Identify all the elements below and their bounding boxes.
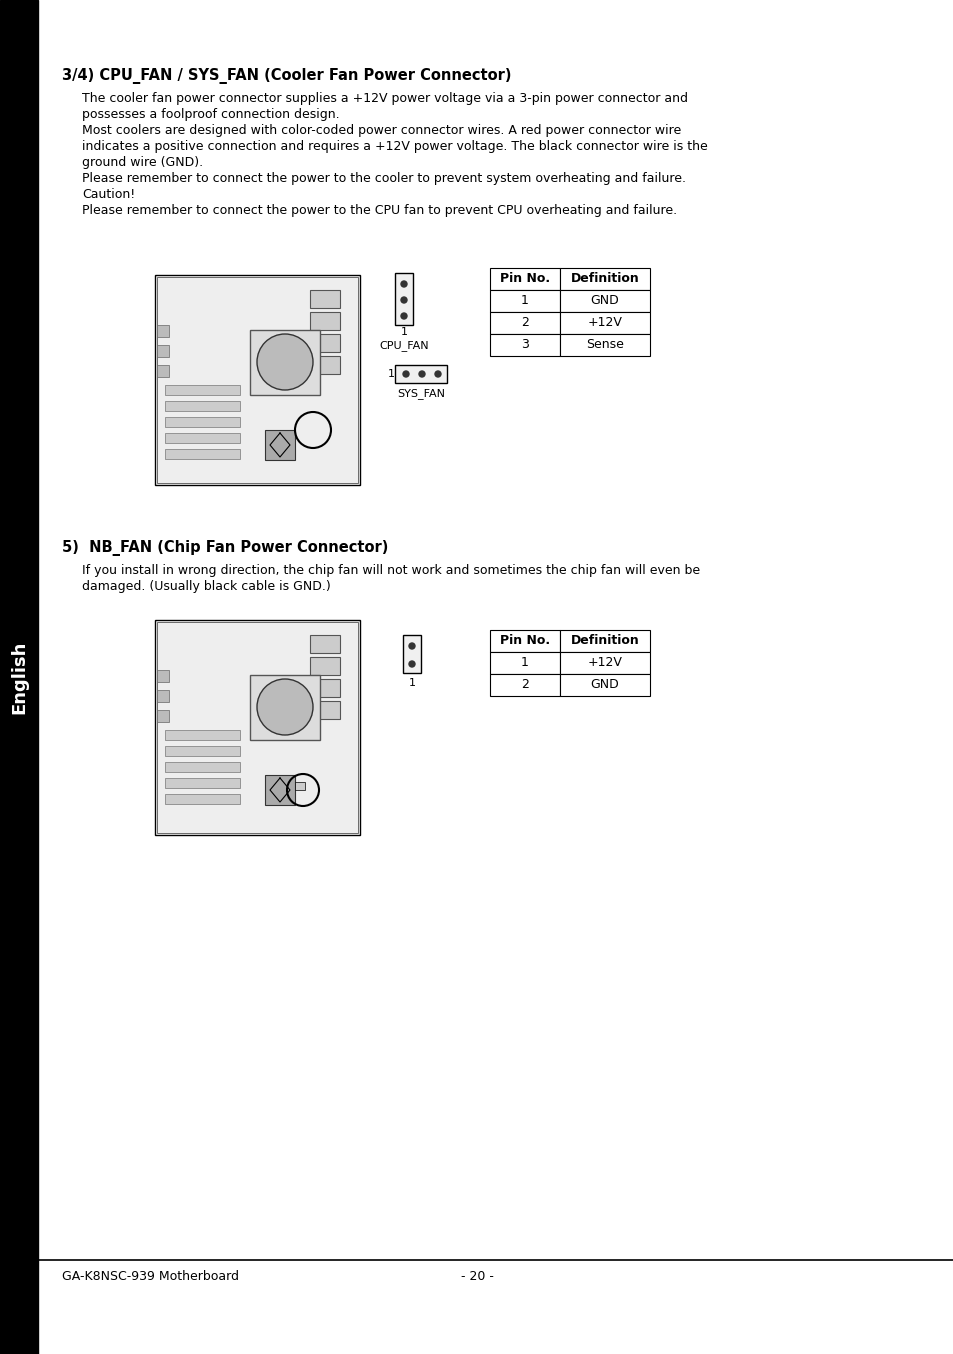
Bar	[490, 268, 559, 290]
Circle shape	[400, 313, 407, 320]
Bar	[165, 793, 240, 804]
Bar	[265, 431, 294, 460]
Bar	[165, 401, 240, 412]
Text: damaged. (Usually black cable is GND.): damaged. (Usually black cable is GND.)	[82, 580, 331, 593]
Text: Pin No.: Pin No.	[499, 635, 550, 647]
Bar	[490, 674, 559, 696]
Text: Definition: Definition	[570, 635, 639, 647]
Text: Caution!: Caution!	[82, 188, 135, 200]
Bar	[157, 691, 169, 701]
Bar	[310, 635, 339, 653]
Circle shape	[409, 643, 415, 649]
Bar	[559, 630, 649, 653]
Bar	[165, 417, 240, 427]
Text: Definition: Definition	[570, 272, 639, 286]
Text: Pin No.: Pin No.	[499, 272, 550, 286]
Bar	[559, 268, 649, 290]
Text: possesses a foolproof connection design.: possesses a foolproof connection design.	[82, 108, 339, 121]
Bar	[559, 290, 649, 311]
Bar	[559, 674, 649, 696]
Text: 1: 1	[520, 657, 528, 669]
Text: 3/4) CPU_FAN / SYS_FAN (Cooler Fan Power Connector): 3/4) CPU_FAN / SYS_FAN (Cooler Fan Power…	[62, 68, 511, 84]
Text: If you install in wrong direction, the chip fan will not work and sometimes the : If you install in wrong direction, the c…	[82, 565, 700, 577]
Circle shape	[400, 282, 407, 287]
Circle shape	[400, 297, 407, 303]
Text: The cooler fan power connector supplies a +12V power voltage via a 3-pin power c: The cooler fan power connector supplies …	[82, 92, 687, 106]
Text: 3: 3	[520, 338, 528, 352]
Text: English: English	[10, 640, 28, 714]
Text: +12V: +12V	[587, 657, 621, 669]
Bar	[165, 385, 240, 395]
Text: 1: 1	[388, 370, 395, 379]
Bar	[294, 783, 305, 789]
Bar	[165, 450, 240, 459]
Bar	[490, 630, 559, 653]
Text: GA-K8NSC-939 Motherboard: GA-K8NSC-939 Motherboard	[62, 1270, 239, 1284]
Text: - 20 -: - 20 -	[460, 1270, 493, 1284]
Text: ground wire (GND).: ground wire (GND).	[82, 156, 203, 169]
Text: 1: 1	[400, 328, 407, 337]
Bar	[154, 275, 359, 485]
Text: +12V: +12V	[587, 317, 621, 329]
Bar	[310, 334, 339, 352]
Bar	[157, 325, 169, 337]
Text: 1: 1	[408, 678, 416, 688]
Bar	[310, 701, 339, 719]
Bar	[157, 709, 169, 722]
Bar	[310, 356, 339, 374]
Text: Sense: Sense	[585, 338, 623, 352]
Bar	[559, 653, 649, 674]
Bar	[490, 334, 559, 356]
Bar	[0, 0, 38, 1354]
Bar	[165, 746, 240, 756]
Bar	[165, 762, 240, 772]
Circle shape	[409, 661, 415, 668]
Text: 5)  NB_FAN (Chip Fan Power Connector): 5) NB_FAN (Chip Fan Power Connector)	[62, 540, 388, 556]
Bar	[165, 779, 240, 788]
Bar	[250, 676, 319, 741]
Text: GND: GND	[590, 678, 618, 692]
Bar	[157, 278, 357, 483]
Circle shape	[402, 371, 409, 376]
Bar	[402, 635, 420, 673]
Bar	[157, 345, 169, 357]
Circle shape	[418, 371, 424, 376]
Text: Most coolers are designed with color-coded power connector wires. A red power co: Most coolers are designed with color-cod…	[82, 125, 680, 137]
Bar	[165, 730, 240, 741]
Circle shape	[435, 371, 440, 376]
Text: SYS_FAN: SYS_FAN	[396, 389, 444, 399]
Bar	[310, 678, 339, 697]
Text: 1: 1	[520, 295, 528, 307]
Bar	[250, 330, 319, 395]
Text: Please remember to connect the power to the CPU fan to prevent CPU overheating a: Please remember to connect the power to …	[82, 204, 677, 217]
Circle shape	[256, 334, 313, 390]
Bar	[157, 621, 357, 833]
Bar	[395, 274, 413, 325]
Text: GND: GND	[590, 295, 618, 307]
Bar	[490, 311, 559, 334]
Text: 2: 2	[520, 678, 528, 692]
Bar	[559, 334, 649, 356]
Circle shape	[256, 678, 313, 735]
Bar	[310, 290, 339, 307]
Text: Please remember to connect the power to the cooler to prevent system overheating: Please remember to connect the power to …	[82, 172, 685, 185]
Text: CPU_FAN: CPU_FAN	[378, 340, 428, 351]
Bar	[157, 366, 169, 376]
Bar	[265, 774, 294, 806]
Bar	[395, 366, 447, 383]
Bar	[490, 653, 559, 674]
Text: 2: 2	[520, 317, 528, 329]
Bar	[154, 620, 359, 835]
Text: indicates a positive connection and requires a +12V power voltage. The black con: indicates a positive connection and requ…	[82, 139, 707, 153]
Bar	[310, 311, 339, 330]
Bar	[559, 311, 649, 334]
Bar	[310, 657, 339, 676]
Bar	[157, 670, 169, 682]
Bar	[490, 290, 559, 311]
Bar	[165, 433, 240, 443]
